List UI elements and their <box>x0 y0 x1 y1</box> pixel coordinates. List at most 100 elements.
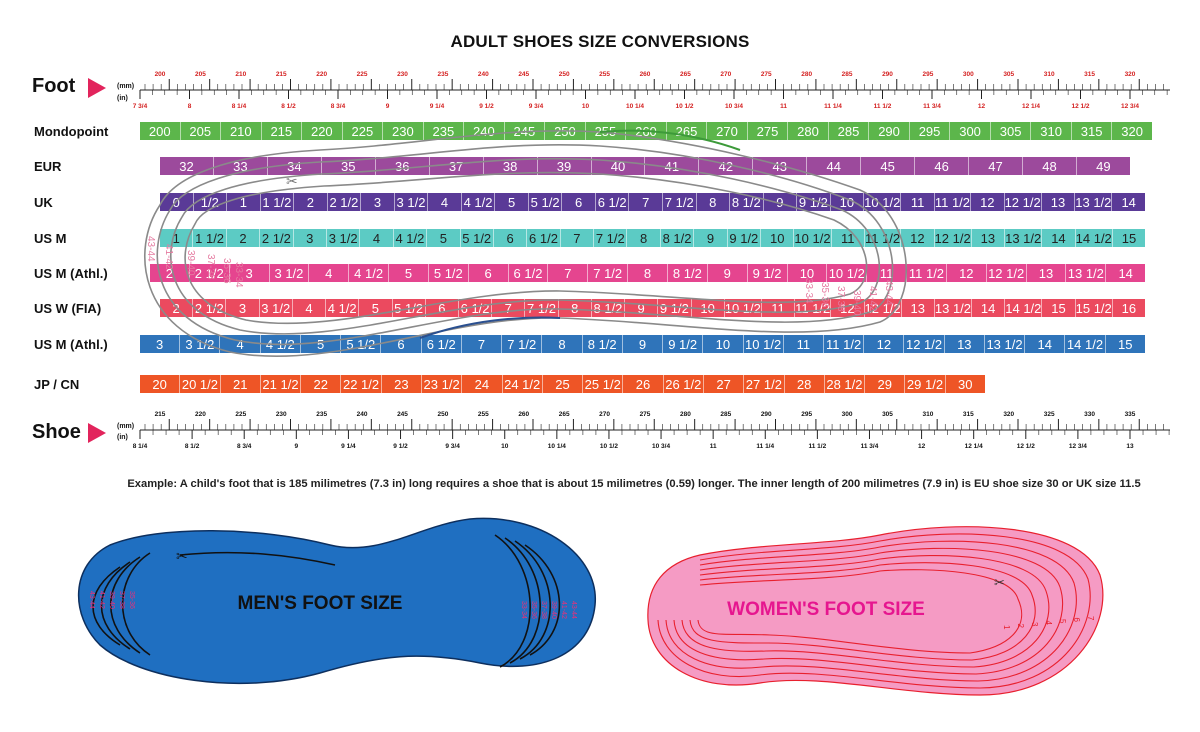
size-cell: 10 1/2 <box>794 229 832 247</box>
shoe-ruler-mm-label: 300 <box>842 411 853 418</box>
size-cell: 14 <box>1121 194 1136 210</box>
row-label: US M (Athl.) <box>34 266 108 281</box>
size-cell: 4 <box>220 335 261 353</box>
size-cell: 5 1/2 <box>393 299 426 317</box>
size-cell: 0 <box>160 193 194 211</box>
shoe-ruler-mm-label: 245 <box>397 411 408 418</box>
mens-foot-label: MEN'S FOOT SIZE <box>238 593 403 614</box>
size-cell: 320 <box>1121 123 1143 139</box>
size-cell: 13 1/2 <box>934 299 973 317</box>
size-cell: 3 <box>230 264 270 282</box>
size-cell: 11 <box>832 229 865 247</box>
shoe-ruler-in-label: 10 1/2 <box>600 443 618 450</box>
shoe-ruler-mm-label: 330 <box>1084 411 1095 418</box>
shoe-ruler-mm-label: 320 <box>1003 411 1014 418</box>
size-cell: 28 <box>785 375 825 393</box>
shoe-ruler-mm-label: 235 <box>316 411 327 418</box>
size-cell: 3 <box>140 335 181 353</box>
size-cell: 49 <box>1096 158 1111 174</box>
foot-ruler-mm-label: 275 <box>761 71 772 78</box>
size-cell: 23 1/2 <box>422 375 463 393</box>
size-cell: 6 1/2 <box>459 299 493 317</box>
size-cell: 5 <box>301 335 342 353</box>
size-row: 32 33 34 35 36 37 38 39 40 41 42 43 44 45 46 47 48 49 <box>160 157 1130 175</box>
size-cell: 43 <box>753 157 808 175</box>
size-cell: 4 <box>360 229 394 247</box>
foot-ruler-mm-label: 260 <box>640 71 651 78</box>
size-cell: 12 1/2 <box>904 335 945 353</box>
size-cell: 16 <box>1121 300 1137 316</box>
size-cell: 2 <box>227 229 261 247</box>
size-cell: 230 <box>383 122 424 140</box>
size-cell: 26 1/2 <box>664 375 704 393</box>
size-cell: 47 <box>969 157 1023 175</box>
shoe-ruler-in-label: 10 <box>501 443 509 450</box>
mens-foot: ✂ 43-44 41-42 39-40 37-38 35-36 33-34 35-36 37… <box>78 517 596 685</box>
shoe-ruler-in-label: 12 1/4 <box>965 443 983 450</box>
size-cell: 10 <box>831 193 865 211</box>
shoe-ruler-mm-label: 265 <box>559 411 570 418</box>
shoe-ruler-mm-label: 240 <box>357 411 368 418</box>
foot-ruler-in-label: 11 1/2 <box>874 103 892 110</box>
size-cell: 11 <box>867 264 908 282</box>
size-cell: 13 1/2 <box>1066 264 1107 282</box>
womens-size-label: 6 <box>1072 618 1081 623</box>
shoe-unit-in: (in) <box>117 434 128 441</box>
size-cell: 12 <box>864 335 905 353</box>
size-cell: 14 <box>1025 335 1066 353</box>
size-cell: 20 1/2 <box>180 375 221 393</box>
size-cell: 9 <box>764 193 798 211</box>
size-cell: 20 <box>140 375 181 393</box>
size-cell: 8 1/2 <box>583 335 623 353</box>
foot-ruler-mm-label: 305 <box>1003 71 1014 78</box>
shoe-ruler-mm-label: 260 <box>518 411 529 418</box>
size-cell: 1 <box>227 193 261 211</box>
mens-toe-size-label: 43-44 <box>570 601 577 619</box>
womens-size-label: 4 <box>1044 621 1053 626</box>
size-cell: 12 <box>901 229 935 247</box>
foot-ruler-in-label: 11 1/4 <box>824 103 842 110</box>
mens-heel-size-label: 37-38 <box>118 591 125 609</box>
shoe-ruler-in-label: 10 3/4 <box>652 443 670 450</box>
size-cell: 1 <box>160 229 194 247</box>
foot-ruler-in-label: 10 3/4 <box>725 103 743 110</box>
shoe-ruler-mm-label: 230 <box>276 411 287 418</box>
shoe-ruler-mm-label: 280 <box>680 411 691 418</box>
size-cell: 8 <box>697 193 731 211</box>
size-cell: 44 <box>807 157 862 175</box>
foot-ruler-in-label: 10 <box>582 103 590 110</box>
size-cell: 13 <box>902 299 935 317</box>
size-cell: 6 <box>426 299 459 317</box>
row-label: EUR <box>34 159 62 174</box>
foot-ruler-mm-label: 230 <box>397 71 408 78</box>
size-cell: 33 <box>214 157 268 175</box>
size-cell: 5 <box>427 229 461 247</box>
shoe-ruler-mm-label: 220 <box>195 411 206 418</box>
size-cell: 13 1/2 <box>1005 229 1043 247</box>
size-cell: 300 <box>950 122 991 140</box>
foot-ruler-mm-label: 265 <box>680 71 691 78</box>
size-cell: 14 <box>1118 265 1133 281</box>
size-cell: 2 1/2 <box>328 193 362 211</box>
size-cell: 13 1/2 <box>985 335 1026 353</box>
size-cell: 9 1/2 <box>658 299 692 317</box>
foot-ruler-in-label: 9 1/2 <box>479 103 494 110</box>
size-cell: 9 1/2 <box>728 229 762 247</box>
shoe-ruler-in-label: 8 1/2 <box>185 443 200 450</box>
foot-ruler-mm-label: 225 <box>357 71 368 78</box>
size-cell: 35 <box>322 157 376 175</box>
size-cell: 13 <box>1042 193 1076 211</box>
size-cell: 2 <box>294 193 328 211</box>
size-cell: 11 <box>784 335 824 353</box>
size-cell: 305 <box>991 122 1032 140</box>
size-cell: 10 1/2 <box>724 299 762 317</box>
size-cell: 9 <box>694 229 728 247</box>
mens-toe-size-label: 39-40 <box>550 601 557 619</box>
size-cell: 40 <box>592 157 646 175</box>
size-cell: 14 1/2 <box>1005 299 1043 317</box>
foot-ruler-mm-label: 205 <box>195 71 206 78</box>
size-cell: 36 <box>376 157 430 175</box>
